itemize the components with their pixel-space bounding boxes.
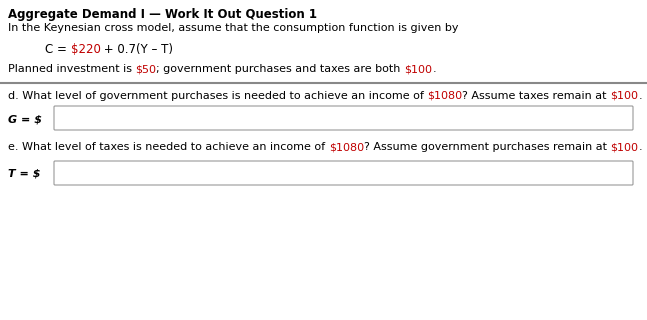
Text: $1080: $1080 (428, 91, 463, 101)
Text: G = $: G = $ (8, 114, 42, 124)
FancyBboxPatch shape (54, 106, 633, 130)
Text: + 0.7(Y – T): + 0.7(Y – T) (100, 43, 173, 56)
Text: d. What level of government purchases is needed to achieve an income of: d. What level of government purchases is… (8, 91, 428, 101)
Text: $1080: $1080 (329, 142, 364, 152)
Text: $220: $220 (71, 43, 100, 56)
Text: $100: $100 (610, 142, 638, 152)
Text: e. What level of taxes is needed to achieve an income of: e. What level of taxes is needed to achi… (8, 142, 329, 152)
Text: T = $: T = $ (8, 169, 41, 179)
Text: Aggregate Demand I — Work It Out Question 1: Aggregate Demand I — Work It Out Questio… (8, 8, 317, 21)
Text: In the Keynesian cross model, assume that the consumption function is given by: In the Keynesian cross model, assume tha… (8, 23, 459, 33)
Text: ; government purchases and taxes are both: ; government purchases and taxes are bot… (157, 64, 404, 74)
Text: C =: C = (45, 43, 71, 56)
Text: ? Assume taxes remain at: ? Assume taxes remain at (463, 91, 611, 101)
Text: .: . (432, 64, 436, 74)
Text: .: . (638, 142, 642, 152)
Text: $100: $100 (404, 64, 432, 74)
Text: ? Assume government purchases remain at: ? Assume government purchases remain at (364, 142, 610, 152)
Text: $100: $100 (611, 91, 639, 101)
FancyBboxPatch shape (54, 161, 633, 185)
Text: .: . (639, 91, 642, 101)
Text: Planned investment is: Planned investment is (8, 64, 135, 74)
Text: $50: $50 (135, 64, 157, 74)
